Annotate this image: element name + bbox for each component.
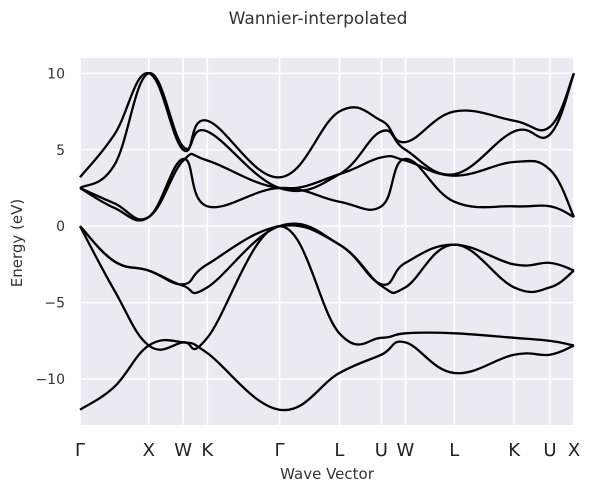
y-tick-labels: 10 5 0 −5 −10 [35, 66, 65, 388]
x-tick-label: U [375, 440, 388, 461]
y-tick-label: 0 [56, 219, 65, 235]
chart-title: Wannier-interpolated [229, 9, 408, 29]
x-tick-label: Γ [275, 440, 285, 461]
y-tick-label: −5 [44, 296, 65, 312]
band-line-4 [79, 224, 575, 286]
x-tick-label: K [201, 440, 214, 461]
band-lines [78, 72, 576, 412]
y-axis-label: Energy (eV) [8, 199, 26, 287]
x-tick-label: Γ [75, 440, 85, 461]
x-tick-label: L [449, 440, 459, 461]
x-axis-label: Wave Vector [280, 465, 375, 483]
plot-area [80, 58, 574, 425]
x-tick-label: L [334, 440, 344, 461]
grid-lines [79, 58, 575, 425]
x-tick-label: X [143, 440, 155, 461]
x-tick-label: K [508, 440, 521, 461]
band-line-8 [79, 72, 576, 179]
y-tick-label: 5 [56, 143, 65, 159]
y-tick-label: −10 [35, 372, 65, 388]
x-tick-label: X [568, 440, 580, 461]
band-line-2 [78, 225, 575, 351]
x-tick-label: W [397, 440, 415, 461]
x-tick-label: U [543, 440, 556, 461]
x-tick-label: W [174, 440, 192, 461]
y-tick-label: 10 [47, 66, 65, 82]
